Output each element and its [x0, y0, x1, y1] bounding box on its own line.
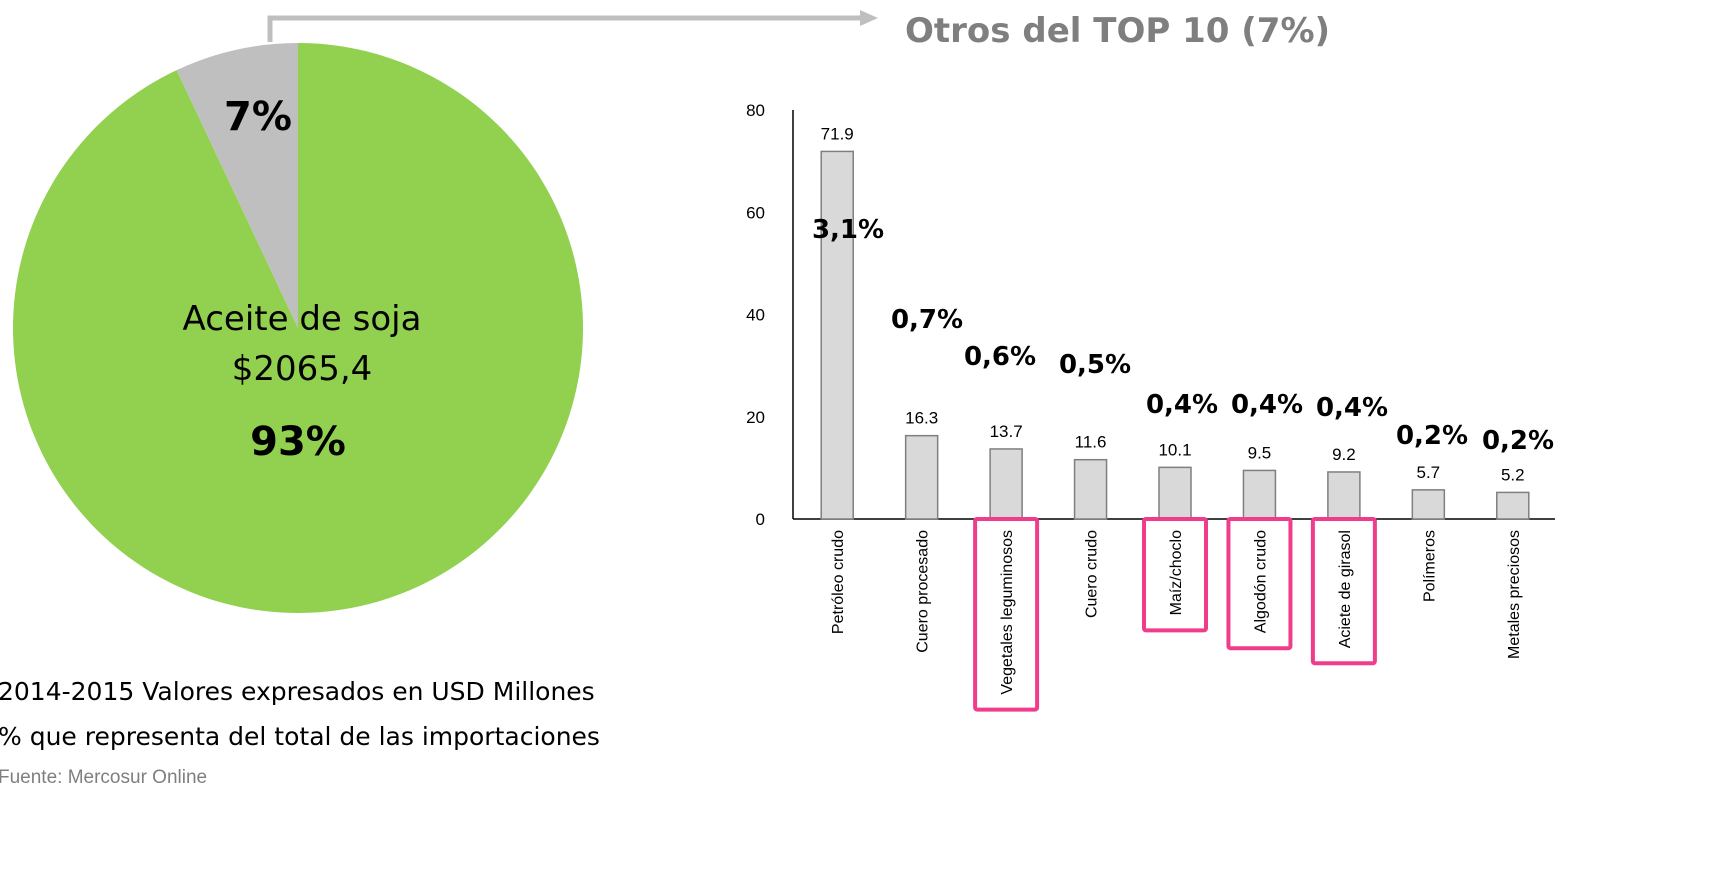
value-label: 16.3 — [905, 409, 938, 428]
bar — [904, 434, 939, 520]
y-tick-label: 0 — [756, 510, 765, 529]
bar — [1496, 491, 1530, 520]
value-label: 11.6 — [1075, 433, 1107, 452]
x-tick-label: Algodón crudo — [1252, 530, 1269, 633]
value-label: 9.5 — [1248, 443, 1272, 462]
bar — [1073, 458, 1108, 520]
bar — [1411, 489, 1446, 520]
arrow-head — [860, 10, 878, 26]
note: % que representa del total de las import… — [0, 722, 600, 751]
x-tick-label: Cuero crudo — [1084, 530, 1101, 618]
slice-value: 93% — [250, 419, 346, 465]
highlight-box — [1142, 517, 1208, 633]
y-tick-label: 60 — [746, 203, 765, 222]
bar — [989, 448, 1023, 520]
slice-sublabel: $2065,4 — [232, 349, 373, 389]
value-label: 13.7 — [990, 422, 1023, 441]
bar — [1242, 469, 1277, 520]
bar-title: Otros del TOP 10 (7%) — [905, 11, 1330, 51]
x-tick-label: Petróleo crudo — [830, 530, 847, 634]
x-tick-label: Aciete de girasol — [1337, 530, 1354, 648]
pie-slice — [176, 43, 298, 328]
bar — [820, 150, 854, 520]
value-label: 10.1 — [1158, 440, 1191, 459]
slice-label: Aceite de soja — [183, 299, 422, 339]
share-label: 3,1% — [812, 215, 884, 245]
note: 2014-2015 Valores expresados en USD Mill… — [0, 677, 595, 706]
value-label: 9.2 — [1332, 445, 1356, 464]
x-tick-label: Vegetales leguminosos — [999, 530, 1016, 695]
highlight-box — [1226, 517, 1293, 651]
share-label: 0,4% — [1231, 390, 1303, 420]
share-label: 0,4% — [1146, 390, 1218, 420]
y-tick-label: 40 — [746, 306, 765, 325]
share-label: 0,5% — [1059, 350, 1131, 380]
share-label: 0,2% — [1396, 421, 1468, 451]
share-label: 0,2% — [1482, 426, 1554, 456]
highlight-box — [973, 517, 1040, 712]
y-tick-label: 80 — [746, 101, 765, 120]
share-label: 0,6% — [964, 342, 1036, 372]
bar — [1327, 471, 1361, 520]
x-tick-label: Polímeros — [1421, 530, 1438, 602]
value-label: 5.2 — [1501, 465, 1525, 484]
x-tick-label: Metales preciosos — [1506, 530, 1523, 659]
connector-arrow — [267, 15, 862, 42]
share-label: 0,7% — [891, 305, 963, 335]
highlight-box — [1310, 517, 1377, 666]
source: Fuente: Mercosur Online — [0, 767, 207, 788]
y-tick-label: 20 — [746, 408, 765, 427]
x-tick-label: Maíz/choclo — [1168, 530, 1185, 615]
share-label: 0,4% — [1316, 393, 1388, 423]
slice-value: 7% — [224, 94, 292, 140]
value-label: 5.7 — [1417, 463, 1441, 482]
bar — [1158, 466, 1192, 520]
pie-slice — [12, 43, 583, 613]
value-label: 71.9 — [821, 124, 854, 143]
x-tick-label: Cuero procesado — [915, 530, 932, 653]
